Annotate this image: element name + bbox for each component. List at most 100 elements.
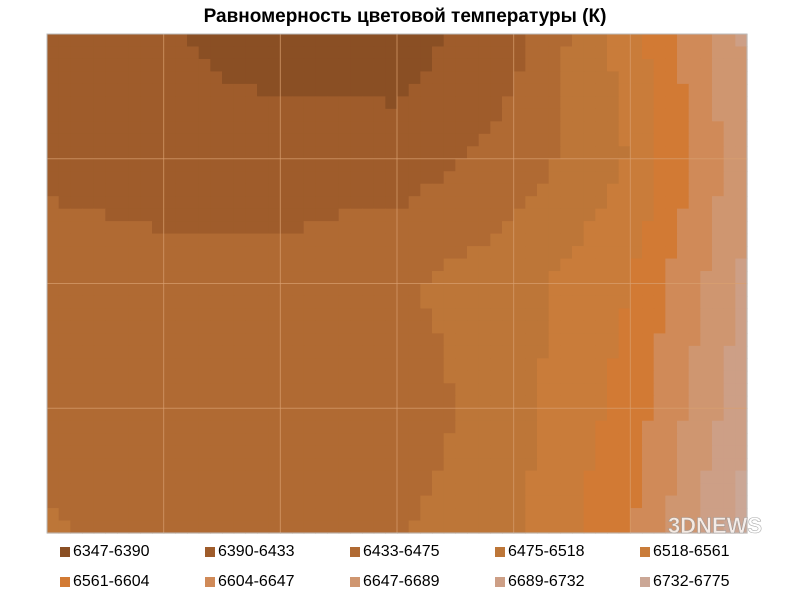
- contour-cell: [128, 34, 141, 48]
- contour-cell: [47, 271, 60, 285]
- contour-cell: [513, 470, 526, 484]
- contour-cell: [373, 208, 386, 222]
- contour-cell: [47, 495, 60, 509]
- contour-cell: [292, 333, 305, 347]
- contour-cell: [292, 58, 305, 73]
- contour-cell: [408, 196, 421, 210]
- contour-cell: [198, 508, 211, 522]
- contour-cell: [712, 333, 725, 347]
- contour-cell: [595, 208, 608, 222]
- contour-cell: [560, 246, 573, 260]
- contour-cell: [373, 258, 386, 272]
- contour-cell: [152, 320, 165, 334]
- contour-cell: [187, 196, 200, 210]
- contour-cell: [292, 196, 305, 210]
- contour-cell: [210, 183, 223, 197]
- contour-cell: [478, 520, 491, 534]
- contour-cell: [478, 320, 491, 334]
- contour-cell: [677, 483, 690, 497]
- contour-cell: [82, 433, 95, 447]
- contour-cell: [187, 433, 200, 447]
- contour-cell: [233, 345, 246, 359]
- contour-cell: [583, 58, 596, 73]
- contour-cell: [303, 221, 316, 235]
- contour-cell: [583, 370, 596, 384]
- contour-cell: [303, 383, 316, 397]
- contour-cell: [222, 283, 235, 297]
- contour-cell: [642, 520, 655, 534]
- contour-cell: [257, 283, 270, 297]
- contour-cell: [723, 46, 736, 60]
- contour-cell: [315, 196, 328, 210]
- contour-cell: [420, 196, 433, 210]
- contour-cell: [175, 445, 188, 459]
- contour-cell: [420, 271, 433, 285]
- contour-cell: [548, 520, 561, 534]
- contour-cell: [677, 71, 690, 85]
- contour-cell: [385, 495, 398, 509]
- contour-cell: [630, 208, 643, 222]
- contour-cell: [362, 96, 375, 110]
- contour-cell: [653, 333, 666, 347]
- contour-cell: [467, 208, 480, 222]
- contour-cell: [525, 345, 538, 359]
- contour-cell: [583, 308, 596, 322]
- contour-cell: [385, 308, 398, 322]
- contour-cell: [618, 470, 631, 484]
- contour-cell: [653, 158, 666, 172]
- contour-cell: [548, 246, 561, 260]
- contour-cell: [607, 271, 620, 285]
- contour-cell: [128, 121, 141, 135]
- contour-cell: [257, 345, 270, 359]
- contour-cell: [467, 283, 480, 297]
- contour-cell: [583, 458, 596, 472]
- contour-cell: [327, 458, 340, 472]
- contour-cell: [292, 171, 305, 185]
- contour-cell: [70, 258, 83, 272]
- contour-cell: [257, 383, 270, 397]
- contour-cell: [152, 271, 165, 285]
- contour-cell: [338, 196, 351, 210]
- contour-cell: [525, 495, 538, 509]
- contour-cell: [82, 158, 95, 172]
- contour-cell: [292, 295, 305, 310]
- contour-cell: [712, 483, 725, 497]
- contour-cell: [642, 495, 655, 509]
- contour-cell: [397, 333, 410, 347]
- contour-cell: [525, 420, 538, 434]
- contour-cell: [198, 196, 211, 210]
- contour-cell: [163, 96, 176, 110]
- contour-cell: [618, 495, 631, 509]
- contour-cell: [572, 158, 585, 172]
- contour-cell: [140, 308, 153, 322]
- contour-cell: [548, 96, 561, 110]
- contour-cell: [140, 333, 153, 347]
- contour-cell: [292, 308, 305, 322]
- contour-cell: [420, 495, 433, 509]
- contour-cell: [735, 345, 748, 359]
- contour-cell: [222, 133, 235, 147]
- contour-cell: [665, 96, 678, 110]
- contour-cell: [712, 34, 725, 48]
- contour-cell: [642, 233, 655, 247]
- contour-cell: [280, 233, 293, 247]
- contour-cell: [280, 470, 293, 484]
- contour-cell: [420, 46, 433, 60]
- contour-cell: [443, 158, 456, 172]
- contour-cell: [117, 495, 130, 509]
- contour-cell: [93, 520, 106, 534]
- contour-cell: [443, 71, 456, 85]
- contour-cell: [58, 420, 71, 434]
- contour-cell: [117, 408, 130, 422]
- contour-cell: [595, 121, 608, 135]
- contour-cell: [70, 58, 83, 73]
- contour-cell: [140, 370, 153, 384]
- contour-cell: [467, 520, 480, 534]
- contour-cell: [117, 345, 130, 359]
- contour-cell: [245, 458, 258, 472]
- contour-cell: [373, 320, 386, 334]
- contour-cell: [268, 233, 281, 247]
- contour-cell: [338, 71, 351, 85]
- contour-cell: [583, 208, 596, 222]
- contour-cell: [128, 470, 141, 484]
